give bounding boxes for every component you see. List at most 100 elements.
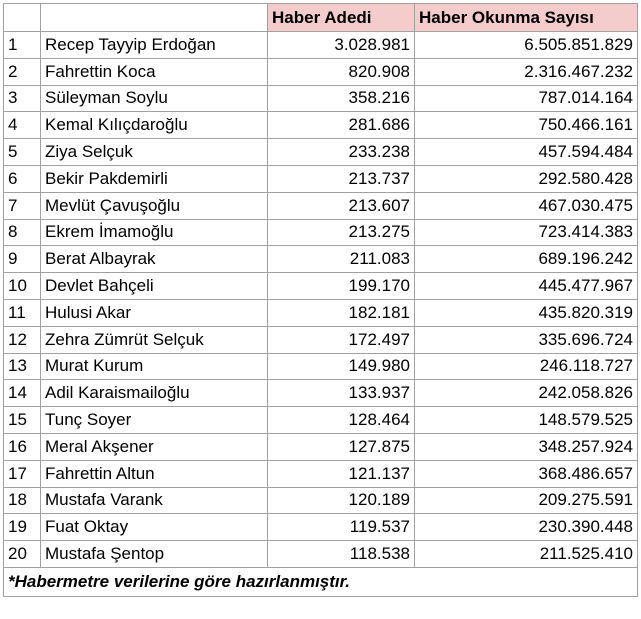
read-count: 787.014.164 xyxy=(414,84,638,113)
rank: 19 xyxy=(3,513,41,542)
rank: 4 xyxy=(3,111,41,140)
table-row: 3 Süleyman Soylu 358.216 787.014.164 xyxy=(3,84,638,113)
news-count: 233.238 xyxy=(267,138,415,166)
news-count: 120.189 xyxy=(267,486,415,515)
read-count: 467.030.475 xyxy=(414,191,638,220)
table-row: 4 Kemal Kılıçdaroğlu 281.686 750.466.161 xyxy=(3,111,638,140)
news-count: 213.275 xyxy=(267,218,415,247)
name: Mevlüt Çavuşoğlu xyxy=(40,191,268,220)
table-row: 12 Zehra Zümrüt Selçuk 172.497 335.696.724 xyxy=(3,325,638,354)
rank: 15 xyxy=(3,406,41,434)
read-count: 292.580.428 xyxy=(414,164,638,193)
news-count: 281.686 xyxy=(267,111,415,140)
table-row: 7 Mevlüt Çavuşoğlu 213.607 467.030.475 xyxy=(3,191,638,220)
name: Bekir Pakdemirli xyxy=(40,164,268,193)
rank: 14 xyxy=(3,379,41,408)
read-count: 368.486.657 xyxy=(414,459,638,488)
read-count: 348.257.924 xyxy=(414,432,638,461)
rank: 6 xyxy=(3,164,41,193)
header-row: Haber Adedi Haber Okunma Sayısı xyxy=(3,3,638,32)
rank: 7 xyxy=(3,191,41,220)
table-row: 17 Fahrettin Altun 121.137 368.486.657 xyxy=(3,459,638,488)
name: Ziya Selçuk xyxy=(40,138,268,166)
read-count: 230.390.448 xyxy=(414,513,638,542)
news-count: 149.980 xyxy=(267,352,415,381)
read-count: 211.525.410 xyxy=(414,540,638,568)
table-row: 1 Recep Tayyip Erdoğan 3.028.981 6.505.851.… xyxy=(3,31,638,59)
read-count: 723.414.383 xyxy=(414,218,638,247)
table-row: 19 Fuat Oktay 119.537 230.390.448 xyxy=(3,513,638,542)
table-row: 11 Hulusi Akar 182.181 435.820.319 xyxy=(3,298,638,327)
read-count: 445.477.967 xyxy=(414,272,638,300)
rank: 3 xyxy=(3,84,41,113)
table-row: 15 Tunç Soyer 128.464 148.579.525 xyxy=(3,406,638,434)
read-count: 246.118.727 xyxy=(414,352,638,381)
news-count: 199.170 xyxy=(267,272,415,300)
table-row: 8 Ekrem İmamoğlu 213.275 723.414.383 xyxy=(3,218,638,247)
table-row: 13 Murat Kurum 149.980 246.118.727 xyxy=(3,352,638,381)
name: Berat Albayrak xyxy=(40,245,268,274)
news-count: 211.083 xyxy=(267,245,415,274)
rank: 10 xyxy=(3,272,41,300)
rank: 17 xyxy=(3,459,41,488)
news-count: 172.497 xyxy=(267,325,415,354)
footnote: *Habermetre verilerine göre hazırlanmışt… xyxy=(3,566,638,597)
read-count: 6.505.851.829 xyxy=(414,31,638,59)
rank: 8 xyxy=(3,218,41,247)
name: Fahrettin Koca xyxy=(40,57,268,86)
news-count: 3.028.981 xyxy=(267,31,415,59)
header-cell xyxy=(40,3,268,32)
table-row: 14 Adil Karaismailoğlu 133.937 242.058.826 xyxy=(3,379,638,408)
rank: 9 xyxy=(3,245,41,274)
read-count: 750.466.161 xyxy=(414,111,638,140)
news-count: 118.538 xyxy=(267,540,415,568)
table-row: 5 Ziya Selçuk 233.238 457.594.484 xyxy=(3,138,638,166)
rank: 13 xyxy=(3,352,41,381)
table-row: 20 Mustafa Şentop 118.538 211.525.410 xyxy=(3,540,638,568)
table-row: 18 Mustafa Varank 120.189 209.275.591 xyxy=(3,486,638,515)
read-count: 435.820.319 xyxy=(414,298,638,327)
news-count: 121.137 xyxy=(267,459,415,488)
name: Adil Karaismailoğlu xyxy=(40,379,268,408)
read-count: 457.594.484 xyxy=(414,138,638,166)
name: Hulusi Akar xyxy=(40,298,268,327)
name: Tunç Soyer xyxy=(40,406,268,434)
footnote-row: *Habermetre verilerine göre hazırlanmışt… xyxy=(3,566,638,597)
news-count: 213.737 xyxy=(267,164,415,193)
name: Fuat Oktay xyxy=(40,513,268,542)
table-row: 16 Meral Akşener 127.875 348.257.924 xyxy=(3,432,638,461)
table-row: 2 Fahrettin Koca 820.908 2.316.467.232 xyxy=(3,57,638,86)
read-count: 335.696.724 xyxy=(414,325,638,354)
news-count: 358.216 xyxy=(267,84,415,113)
rank: 2 xyxy=(3,57,41,86)
table-row: 9 Berat Albayrak 211.083 689.196.242 xyxy=(3,245,638,274)
name: Devlet Bahçeli xyxy=(40,272,268,300)
name: Recep Tayyip Erdoğan xyxy=(40,31,268,59)
name: Zehra Zümrüt Selçuk xyxy=(40,325,268,354)
header-cell xyxy=(3,3,41,32)
table-row: 10 Devlet Bahçeli 199.170 445.477.967 xyxy=(3,272,638,300)
ranking-table: Haber Adedi Haber Okunma Sayısı 1 Recep T… xyxy=(3,3,638,597)
read-count: 209.275.591 xyxy=(414,486,638,515)
news-count: 119.537 xyxy=(267,513,415,542)
name: Kemal Kılıçdaroğlu xyxy=(40,111,268,140)
name: Mustafa Şentop xyxy=(40,540,268,568)
name: Ekrem İmamoğlu xyxy=(40,218,268,247)
read-count: 242.058.826 xyxy=(414,379,638,408)
news-count: 133.937 xyxy=(267,379,415,408)
rank: 5 xyxy=(3,138,41,166)
news-count: 128.464 xyxy=(267,406,415,434)
name: Fahrettin Altun xyxy=(40,459,268,488)
name: Meral Akşener xyxy=(40,432,268,461)
name: Murat Kurum xyxy=(40,352,268,381)
rank: 20 xyxy=(3,540,41,568)
news-count: 182.181 xyxy=(267,298,415,327)
header-cell: Haber Adedi xyxy=(267,3,415,32)
rank: 12 xyxy=(3,325,41,354)
news-count: 213.607 xyxy=(267,191,415,220)
rank: 16 xyxy=(3,432,41,461)
name: Mustafa Varank xyxy=(40,486,268,515)
read-count: 148.579.525 xyxy=(414,406,638,434)
name: Süleyman Soylu xyxy=(40,84,268,113)
